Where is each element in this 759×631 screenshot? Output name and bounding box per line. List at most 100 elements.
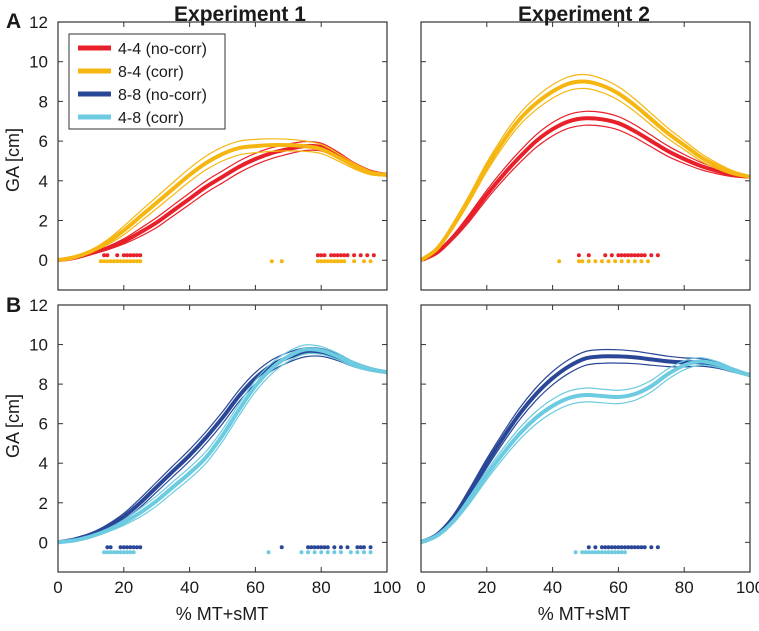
plot-frame: [57, 304, 388, 573]
event-marker-8-4-corr: [325, 259, 330, 264]
event-marker-8-8-no-corr: [309, 545, 314, 550]
event-marker-4-4-no-corr: [319, 253, 324, 258]
event-marker-4-8-corr: [128, 550, 133, 555]
event-marker-4-8-corr: [590, 550, 595, 555]
y-tick-label: 12: [29, 296, 48, 315]
plot-panel-1: 0 2 4 6 8 10 12: [29, 13, 388, 291]
event-marker-8-4-corr: [626, 259, 631, 264]
mean-line-4-8-corr: [57, 347, 388, 545]
event-marker-8-4-corr: [118, 259, 123, 264]
event-marker-8-8-no-corr: [105, 545, 110, 550]
event-marker-8-8-no-corr: [603, 545, 608, 550]
event-marker-4-4-no-corr: [102, 253, 107, 258]
event-marker-8-8-no-corr: [315, 545, 320, 550]
event-marker-8-8-no-corr: [332, 545, 337, 550]
ci-line-4-8-corr: [57, 344, 388, 543]
event-marker-8-4-corr: [102, 259, 107, 264]
event-marker-8-8-no-corr: [619, 545, 624, 550]
event-marker-4-4-no-corr: [315, 253, 320, 258]
event-marker-4-8-corr: [368, 550, 373, 555]
event-marker-8-8-no-corr: [358, 545, 363, 550]
event-marker-8-8-no-corr: [622, 545, 627, 550]
x-tick-label: 60: [609, 578, 628, 597]
event-marker-8-8-no-corr: [629, 545, 634, 550]
event-marker-8-4-corr: [619, 259, 624, 264]
mean-line-8-8-no-corr: [57, 349, 388, 545]
event-marker-8-8-no-corr: [639, 545, 644, 550]
event-marker-4-4-no-corr: [125, 253, 130, 258]
event-marker-4-4-no-corr: [358, 253, 363, 258]
event-marker-4-8-corr: [616, 550, 621, 555]
event-marker-8-8-no-corr: [128, 545, 133, 550]
event-marker-4-8-corr: [593, 550, 598, 555]
y-tick-label: 2: [39, 494, 48, 513]
event-marker-8-8-no-corr: [586, 545, 591, 550]
event-marker-4-4-no-corr: [639, 253, 644, 258]
event-marker-8-8-no-corr: [134, 545, 139, 550]
x-tick-label: 40: [180, 578, 199, 597]
event-marker-4-4-no-corr: [629, 253, 634, 258]
event-marker-8-4-corr: [125, 259, 130, 264]
event-marker-4-4-no-corr: [138, 253, 143, 258]
event-marker-8-8-no-corr: [118, 545, 123, 550]
event-marker-4-8-corr: [312, 550, 317, 555]
y-tick-label: 10: [29, 53, 48, 72]
event-marker-8-8-no-corr: [306, 545, 311, 550]
event-marker-8-4-corr: [269, 259, 274, 264]
event-marker-8-8-no-corr: [138, 545, 143, 550]
event-marker-4-8-corr: [619, 550, 624, 555]
event-marker-8-8-no-corr: [649, 545, 654, 550]
event-marker-4-8-corr: [583, 550, 588, 555]
event-marker-8-8-no-corr: [361, 545, 366, 550]
y-axis-label-bottom: GA [cm]: [3, 394, 23, 458]
event-marker-4-4-no-corr: [105, 253, 110, 258]
event-marker-4-8-corr: [609, 550, 614, 555]
event-marker-4-8-corr: [118, 550, 123, 555]
event-marker-8-4-corr: [332, 259, 337, 264]
event-marker-4-8-corr: [599, 550, 604, 555]
event-marker-8-4-corr: [108, 259, 113, 264]
event-marker-8-8-no-corr: [338, 545, 343, 550]
event-marker-8-4-corr: [352, 259, 357, 264]
mean-line-4-4-no-corr: [420, 116, 751, 263]
event-marker-8-4-corr: [342, 259, 347, 264]
event-marker-4-4-no-corr: [371, 253, 376, 258]
event-marker-8-8-no-corr: [632, 545, 637, 550]
mean-line-8-4-corr: [57, 142, 388, 263]
event-marker-8-8-no-corr: [593, 545, 598, 550]
x-axis-label-right: % MT+sMT: [538, 604, 631, 624]
event-marker-8-8-no-corr: [355, 545, 360, 550]
event-marker-8-8-no-corr: [609, 545, 614, 550]
event-marker-4-8-corr: [586, 550, 591, 555]
event-marker-8-4-corr: [576, 259, 581, 264]
event-marker-8-8-no-corr: [599, 545, 604, 550]
event-marker-8-4-corr: [586, 259, 591, 264]
event-marker-4-8-corr: [115, 550, 120, 555]
event-marker-4-8-corr: [105, 550, 110, 555]
event-marker-8-4-corr: [368, 259, 373, 264]
plot-frame: [420, 304, 751, 573]
ci-line-8-4-corr: [420, 87, 751, 261]
event-marker-4-4-no-corr: [576, 253, 581, 258]
ci-line-4-8-corr: [57, 352, 388, 544]
y-tick-label: 10: [29, 336, 48, 355]
event-marker-4-4-no-corr: [365, 253, 370, 258]
ci-line-4-8-corr: [420, 364, 751, 544]
mean-line-4-8-corr: [420, 359, 751, 545]
ci-line-8-8-no-corr: [57, 355, 388, 544]
legend: 4-4 (no-corr) 8-4 (corr) 8-8 (no-corr) 4…: [68, 33, 226, 130]
event-marker-8-4-corr: [335, 259, 340, 264]
event-marker-8-8-no-corr: [125, 545, 130, 550]
y-tick-label: 0: [39, 533, 48, 552]
event-marker-4-8-corr: [108, 550, 113, 555]
legend-label-8-8: 8-8 (no-corr): [118, 87, 207, 104]
event-marker-8-4-corr: [131, 259, 136, 264]
plot-frame: [420, 21, 751, 291]
y-tick-label: 0: [39, 251, 48, 270]
event-marker-8-4-corr: [121, 259, 126, 264]
event-marker-4-8-corr: [102, 550, 107, 555]
event-marker-4-4-no-corr: [352, 253, 357, 258]
event-marker-8-8-no-corr: [279, 545, 284, 550]
mean-line-8-8-no-corr: [420, 354, 751, 545]
